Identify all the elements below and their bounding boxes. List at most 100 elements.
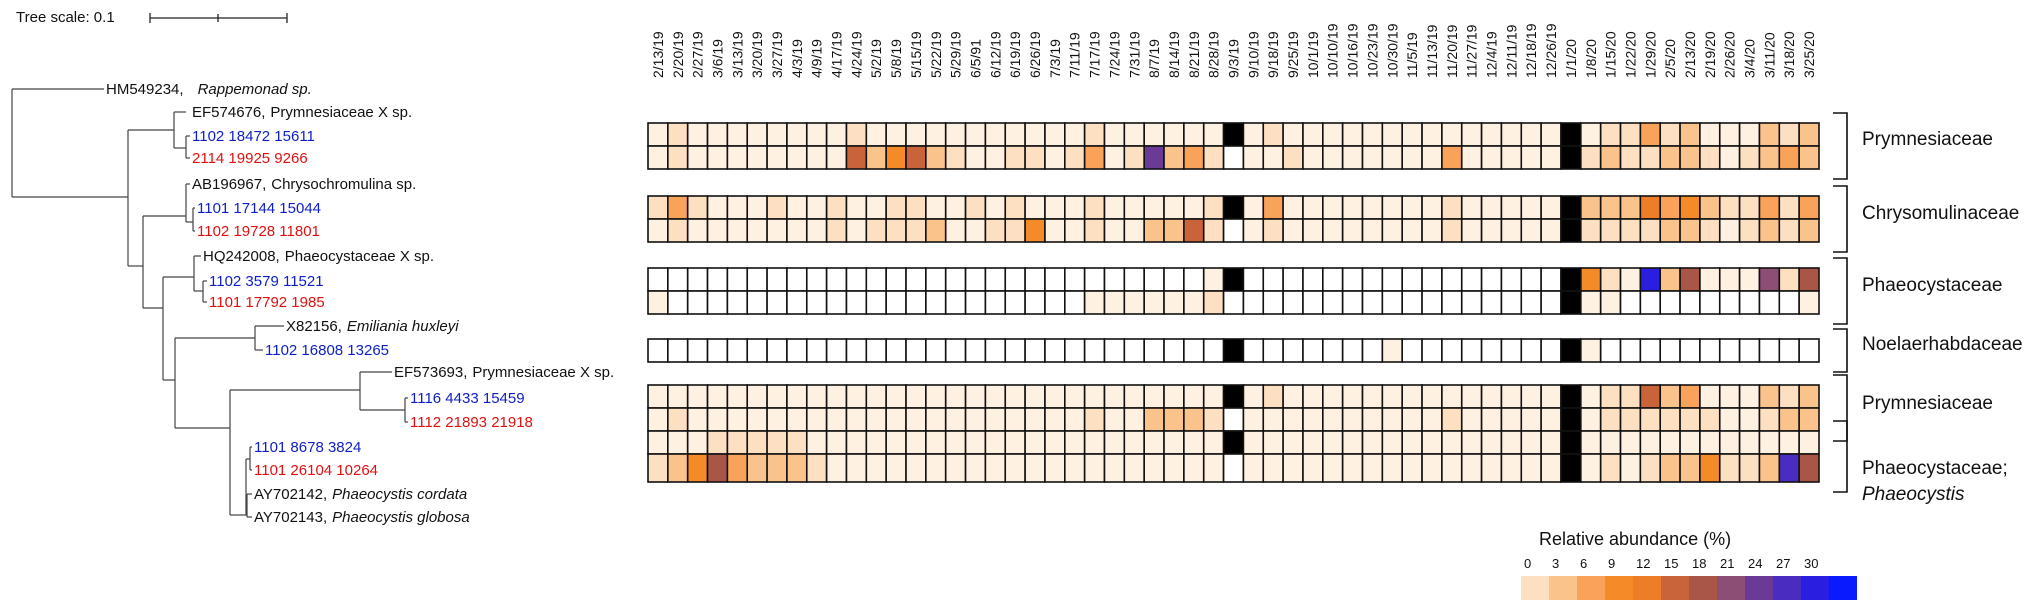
date-label: 1/29/20	[1642, 31, 1658, 78]
heatmap-cell	[1421, 407, 1443, 432]
heatmap-cell	[1580, 145, 1602, 170]
heatmap-cell	[746, 384, 768, 409]
heatmap-cell	[1738, 218, 1761, 243]
heatmap-cell	[726, 384, 749, 409]
heatmap-cell	[1599, 218, 1622, 243]
heatmap-cell	[766, 145, 788, 170]
family-label: Prymnesiaceae	[1862, 129, 1993, 150]
heatmap-cell	[1619, 195, 1642, 220]
heatmap-cell	[667, 267, 689, 292]
heatmap-cell	[1222, 145, 1245, 170]
heatmap-cell	[746, 195, 768, 220]
heatmap-cell	[825, 384, 848, 409]
heatmap-cell	[1322, 267, 1344, 292]
heatmap-cell	[1143, 453, 1165, 483]
phylogenetic-tree: Tree scale: 0.1	[11, 9, 614, 526]
heatmap-cell	[905, 195, 927, 220]
heatmap-cell	[1421, 453, 1443, 483]
heatmap-cell	[766, 453, 788, 483]
heatmap-cell	[746, 122, 768, 147]
heatmap-cell	[1024, 453, 1046, 483]
heatmap-cell	[1480, 407, 1503, 432]
heatmap-cell	[1500, 195, 1523, 220]
heatmap-cell	[944, 218, 967, 243]
heatmap-cell	[786, 430, 808, 455]
legend-tick-label: 18	[1692, 556, 1706, 571]
heatmap-cell	[925, 453, 947, 483]
heatmap-cell	[1064, 290, 1086, 315]
heatmap-cell	[1560, 453, 1582, 483]
date-label: 6/19/19	[1007, 31, 1023, 78]
heatmap-cell	[1064, 453, 1086, 483]
heatmap-cell	[1560, 407, 1582, 432]
heatmap-cell	[1361, 430, 1384, 455]
heatmap-cell	[1282, 290, 1304, 315]
date-label: 9/18/19	[1265, 31, 1281, 78]
date-label: 4/17/19	[829, 31, 845, 78]
heatmap-cell	[1798, 290, 1820, 315]
heatmap-cell	[1580, 122, 1602, 147]
heatmap-cell	[805, 384, 828, 409]
heatmap-cell	[925, 338, 947, 363]
heatmap-cell	[1103, 338, 1126, 363]
heatmap-cell	[1242, 218, 1265, 243]
heatmap-cell	[1242, 267, 1265, 292]
heatmap-cell	[1560, 218, 1582, 243]
heatmap-cell	[1619, 145, 1642, 170]
heatmap-cell	[1778, 384, 1800, 409]
legend-swatch	[1801, 576, 1829, 600]
legend-swatch	[1689, 576, 1717, 600]
heatmap-cell	[786, 290, 808, 315]
heatmap-cell	[1679, 218, 1701, 243]
leaf-accession: 1101 17144 15044	[197, 200, 321, 217]
heatmap-cell	[825, 122, 848, 147]
heatmap-cell	[1103, 195, 1126, 220]
heatmap-cell	[1580, 430, 1602, 455]
date-label: 2/26/20	[1722, 31, 1738, 78]
heatmap-cell	[964, 453, 987, 483]
date-label: 6/12/19	[987, 31, 1003, 78]
heatmap-cell	[1758, 122, 1781, 147]
heatmap-cell	[1738, 195, 1761, 220]
heatmap-cell	[1699, 122, 1721, 147]
heatmap-cell	[1183, 384, 1205, 409]
heatmap-cell	[1778, 430, 1800, 455]
heatmap-cell	[686, 122, 709, 147]
heatmap-cell	[1163, 430, 1185, 455]
heatmap-cell	[1699, 290, 1721, 315]
heatmap-cell	[647, 338, 669, 363]
heatmap-cell	[667, 384, 689, 409]
heatmap-cell	[1202, 195, 1225, 220]
heatmap-cell	[1242, 145, 1265, 170]
heatmap-cell	[1659, 453, 1681, 483]
heatmap-cell	[1421, 338, 1443, 363]
date-label: 8/28/19	[1206, 31, 1222, 78]
heatmap-cell	[1441, 122, 1463, 147]
heatmap-cell	[1183, 407, 1205, 432]
tree-leaf-label: AY702142, Phaeocystis cordata	[254, 486, 467, 503]
heatmap-cell	[1183, 290, 1205, 315]
family-bracket	[1833, 257, 1848, 325]
date-axis-labels: 2/13/19 2/20/19 2/27/19 3/6/19 3/13/19 3/20/1…	[650, 23, 1817, 78]
heatmap-cell	[1441, 453, 1463, 483]
heatmap-cell	[1639, 122, 1662, 147]
heatmap-cell	[1123, 218, 1145, 243]
heatmap-cell	[1560, 145, 1582, 170]
heatmap-cell	[1500, 407, 1523, 432]
heatmap-cell	[1540, 145, 1562, 170]
heatmap-cell	[1183, 218, 1205, 243]
heatmap-cell	[1044, 338, 1066, 363]
date-label: 2/13/20	[1682, 31, 1698, 78]
heatmap-cell	[1500, 122, 1523, 147]
heatmap-cell	[706, 453, 729, 483]
heatmap-cell	[1103, 290, 1126, 315]
legend-tick-label: 27	[1776, 556, 1790, 571]
heatmap-cell	[1500, 430, 1523, 455]
heatmap-cell	[1222, 267, 1245, 292]
heatmap-cell	[1004, 145, 1026, 170]
heatmap-cell	[766, 122, 788, 147]
heatmap-cell	[1341, 218, 1364, 243]
tree-leaf-label: EF573693, Prymnesiaceae X sp.	[394, 364, 614, 381]
heatmap-cell	[1500, 145, 1523, 170]
date-label: 11/13/19	[1424, 24, 1440, 78]
